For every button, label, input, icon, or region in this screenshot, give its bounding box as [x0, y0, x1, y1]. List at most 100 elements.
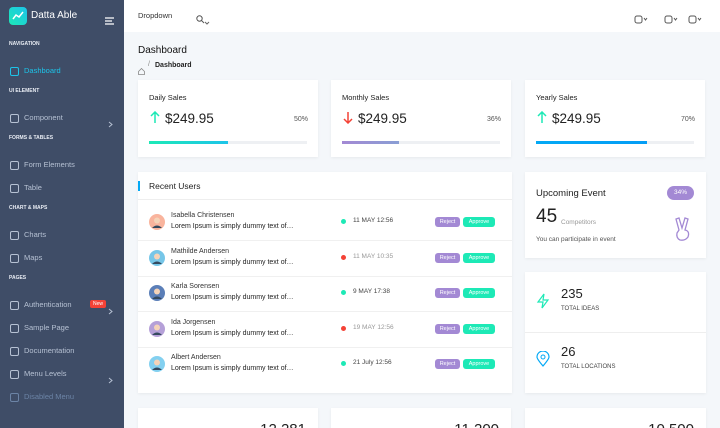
progress-bar: [536, 141, 647, 144]
mail-icon: [664, 11, 678, 24]
nav-icon: [10, 161, 19, 170]
breadcrumb-separator: /: [148, 61, 150, 68]
user-row: Isabella Christensen Lorem Ipsum is simpl…: [138, 205, 512, 241]
event-badge: 34%: [667, 186, 694, 200]
reject-button[interactable]: Reject: [435, 217, 460, 227]
reject-button[interactable]: Reject: [435, 323, 460, 334]
nav-item[interactable]: Menu Levels: [0, 363, 124, 385]
user-avatar: [149, 285, 165, 301]
user-name: Karla Sorensen: [171, 283, 220, 290]
stat-label: TOTAL LOCATIONS: [561, 364, 616, 370]
nav-section-title: PAGES: [9, 275, 27, 281]
topbar: Dropdown: [124, 0, 720, 32]
approve-button[interactable]: Approve: [463, 323, 495, 334]
nav-icon: [10, 67, 19, 76]
stats-divider: [525, 332, 706, 333]
progress-track: [536, 141, 694, 144]
nav-label: Documentation: [24, 346, 75, 355]
nav-icon: [10, 114, 19, 123]
progress-bar: [149, 141, 228, 144]
progress-track: [149, 141, 307, 144]
nav-item[interactable]: Documentation: [0, 340, 124, 362]
approve-button[interactable]: Approve: [463, 359, 495, 369]
notification-icon: [634, 11, 648, 24]
peace-hand-icon: [673, 216, 693, 242]
breadcrumb-current: Dashboard: [155, 62, 192, 69]
sales-card: Yearly Sales $249.95 70%: [525, 80, 705, 157]
nav-item[interactable]: Component: [0, 107, 124, 129]
nav-icon: [10, 301, 19, 310]
upcoming-event-card: Upcoming Event 34% 45 Competitors You can pa…: [525, 172, 706, 258]
sales-percent: 70%: [680, 116, 695, 123]
nav-item[interactable]: Dashboard: [0, 60, 124, 82]
nav-label: Authentication: [24, 300, 72, 309]
sales-card: Daily Sales $249.95 50%: [138, 80, 318, 157]
nav-badge: New: [90, 300, 107, 308]
nav-icon: [10, 184, 19, 193]
user-text: Lorem Ipsum is simply dummy text of…: [171, 223, 294, 230]
nav-label: Maps: [24, 253, 43, 262]
nav-chevron: [108, 115, 113, 128]
user-text: Lorem Ipsum is simply dummy text of…: [171, 365, 294, 372]
approve-button[interactable]: Approve: [463, 288, 495, 298]
nav-chevron: [108, 302, 113, 315]
nav-icon: [10, 324, 19, 333]
sales-percent: 50%: [293, 116, 308, 123]
bottom-card-value: 10,500: [648, 421, 694, 428]
row-divider: [138, 240, 512, 241]
trend-arrow: [537, 110, 547, 124]
event-count-label: Competitors: [561, 219, 597, 226]
nav-item: Disabled Menu: [0, 386, 124, 408]
reject-button[interactable]: Reject: [435, 288, 460, 298]
user-avatar: [149, 320, 165, 337]
approve-button[interactable]: Approve: [463, 252, 495, 263]
dropdown-caret: [204, 13, 210, 25]
nav-item[interactable]: Table: [0, 177, 124, 199]
dropdown-label[interactable]: Dropdown: [138, 11, 173, 20]
nav-icon: [10, 231, 19, 240]
nav-item[interactable]: Form Elements: [0, 154, 124, 176]
status-dot: [341, 325, 346, 331]
stat-label: TOTAL IDEAS: [561, 306, 600, 312]
stat-value: 235: [561, 286, 583, 301]
nav-icon: [10, 393, 19, 402]
nav-item[interactable]: Charts: [0, 224, 124, 246]
nav-section-title: CHART & MAPS: [9, 205, 48, 211]
reject-button[interactable]: Reject: [435, 359, 460, 369]
nav-item[interactable]: Sample Page: [0, 317, 124, 339]
page-title: Dashboard: [138, 45, 187, 56]
nav-section-title: UI ELEMENT: [9, 88, 40, 94]
sales-title: Daily Sales: [149, 93, 187, 102]
sales-amount: $249.95: [358, 111, 407, 126]
user-name: Isabella Christensen: [171, 212, 235, 219]
user-text: Lorem Ipsum is simply dummy text of…: [171, 258, 294, 266]
nav-icon: [10, 370, 19, 379]
stat-value: 26: [561, 344, 576, 359]
nav-label: Charts: [24, 230, 47, 239]
sales-amount: $249.95: [552, 111, 601, 126]
bottom-card: 12,281: [138, 408, 318, 428]
reject-button[interactable]: Reject: [435, 252, 460, 263]
user-name: Ida Jorgensen: [171, 318, 216, 326]
brand-name: Datta Able: [31, 10, 78, 21]
progress-bar: [342, 141, 399, 144]
nav-item[interactable]: Authentication New: [0, 294, 124, 316]
nav-item[interactable]: Maps: [0, 247, 124, 269]
nav-label: Form Elements: [24, 160, 75, 169]
sidebar: Datta Able NAVIGATION Dashboard UI ELEMENT C…: [0, 0, 124, 428]
user-date: 11 MAY 10:35: [353, 252, 394, 260]
approve-button[interactable]: Approve: [463, 217, 495, 227]
user-row: Ida Jorgensen Lorem Ipsum is simply dummy…: [138, 312, 512, 348]
user-text: Lorem Ipsum is simply dummy text of…: [171, 294, 294, 301]
user-avatar: [149, 356, 165, 372]
sales-percent: 36%: [486, 116, 501, 123]
user-text: Lorem Ipsum is simply dummy text of…: [171, 329, 294, 337]
user-date: 21 July 12:56: [353, 359, 392, 366]
status-dot: [341, 254, 346, 260]
stats-card: 235 TOTAL IDEAS 26 TOTAL LOCATIONS: [525, 272, 706, 393]
nav-label: Dashboard: [24, 66, 61, 75]
nav-chevron: [108, 371, 113, 384]
location-icon: [536, 350, 550, 367]
search-icon: [196, 11, 205, 24]
